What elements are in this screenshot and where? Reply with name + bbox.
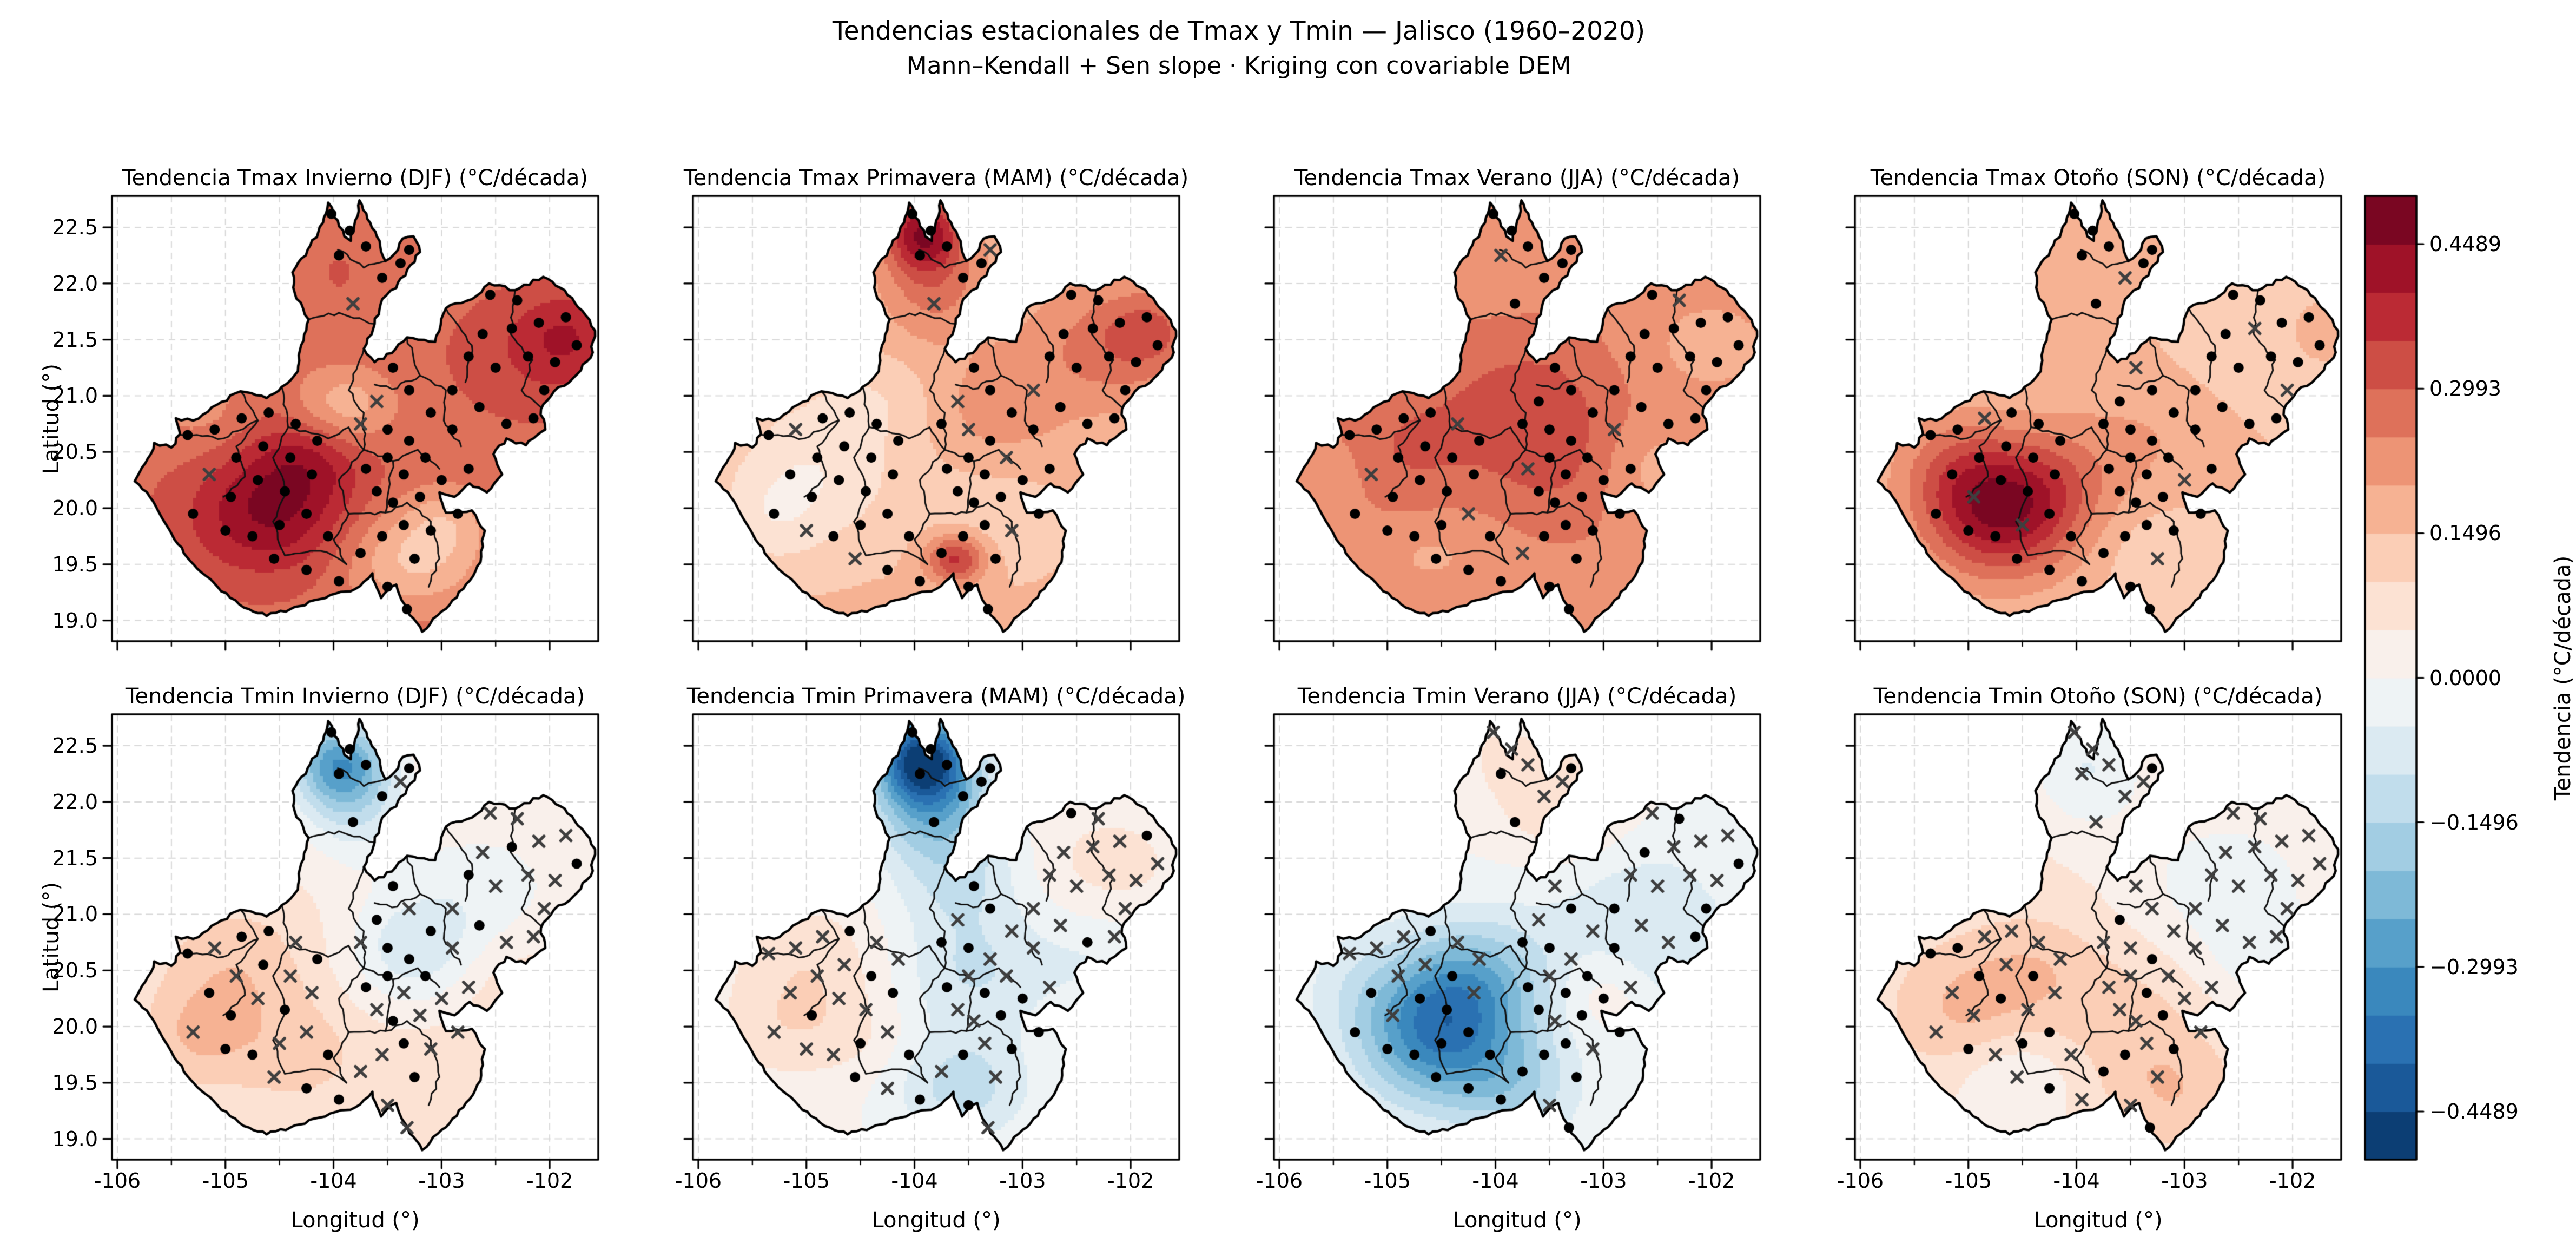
x-tick-label: -104 [2053,1169,2100,1193]
colorbar-tick-label: −0.1496 [2429,810,2519,834]
x-tick-label: -103 [999,1169,1046,1193]
x-tick-label: -106 [675,1169,722,1193]
x-tick-label: -106 [1837,1169,1884,1193]
y-tick-label: 22.5 [52,734,98,758]
colorbar-label: Tendencia (°C/década) [2551,555,2575,800]
y-tick-label: 22.0 [52,271,98,295]
x-tick-label: -102 [526,1169,573,1193]
panel-title-tmin-mam: Tendencia Tmin Primavera (MAM) (°C/décad… [686,684,1186,709]
colorbar-tick-label: 0.0000 [2429,666,2501,690]
colorbar-tick-label: −0.2993 [2429,955,2519,979]
x-tick-label: -102 [1688,1169,1735,1193]
x-tick-label: -104 [310,1169,357,1193]
y-tick-label: 19.5 [52,552,98,576]
x-axis-label-col2: Longitud (°) [871,1208,1001,1233]
x-axis-label-col1: Longitud (°) [290,1208,420,1233]
x-tick-label: -103 [1580,1169,1627,1193]
y-tick-label: 21.5 [52,327,98,352]
x-tick-label: -102 [2269,1169,2316,1193]
x-tick-label: -106 [1256,1169,1303,1193]
y-tick-label: 22.5 [52,215,98,240]
x-tick-label: -105 [1945,1169,1992,1193]
panel-title-tmax-son: Tendencia Tmax Otoño (SON) (°C/década) [1870,166,2326,190]
y-tick-label: 19.5 [52,1070,98,1095]
x-axis-label-col4: Longitud (°) [2033,1208,2163,1233]
x-tick-label: -103 [2161,1169,2208,1193]
panel-title-tmax-jja: Tendencia Tmax Verano (JJA) (°C/década) [1294,166,1740,190]
panel-title-tmin-jja: Tendencia Tmin Verano (JJA) (°C/década) [1297,684,1737,709]
y-tick-label: 21.0 [52,902,98,926]
y-tick-label: 20.5 [52,440,98,464]
y-tick-label: 22.0 [52,790,98,814]
x-tick-label: -105 [783,1169,830,1193]
panel-title-tmin-son: Tendencia Tmin Otoño (SON) (°C/década) [1873,684,2323,709]
figure-title: Tendencias estacionales de Tmax y Tmin —… [832,16,1646,46]
y-tick-label: 19.0 [52,608,98,633]
figure-subtitle: Mann–Kendall + Sen slope · Kriging con c… [906,52,1571,80]
y-tick-label: 21.0 [52,384,98,408]
panel-title-tmax-mam: Tendencia Tmax Primavera (MAM) (°C/décad… [683,166,1189,190]
colorbar-tick-label: 0.1496 [2429,521,2501,545]
x-tick-label: -102 [1107,1169,1154,1193]
colorbar-tick-label: 0.2993 [2429,377,2501,401]
x-tick-label: -103 [418,1169,465,1193]
x-axis-label-col3: Longitud (°) [1452,1208,1582,1233]
colorbar-tick-label: −0.4489 [2429,1099,2519,1123]
panel-title-tmin-djf: Tendencia Tmin Invierno (DJF) (°C/década… [125,684,585,709]
y-tick-label: 20.0 [52,1015,98,1039]
x-tick-label: -106 [94,1169,141,1193]
panel-title-tmax-djf: Tendencia Tmax Invierno (DJF) (°C/década… [122,166,588,190]
y-tick-label: 21.5 [52,846,98,870]
colorbar-tick-label: 0.4489 [2429,232,2501,257]
x-tick-label: -105 [1364,1169,1411,1193]
y-tick-label: 20.5 [52,958,98,983]
x-tick-label: -105 [202,1169,249,1193]
x-tick-label: -104 [1472,1169,1519,1193]
y-tick-label: 19.0 [52,1127,98,1151]
x-tick-label: -104 [891,1169,938,1193]
y-tick-label: 20.0 [52,496,98,521]
